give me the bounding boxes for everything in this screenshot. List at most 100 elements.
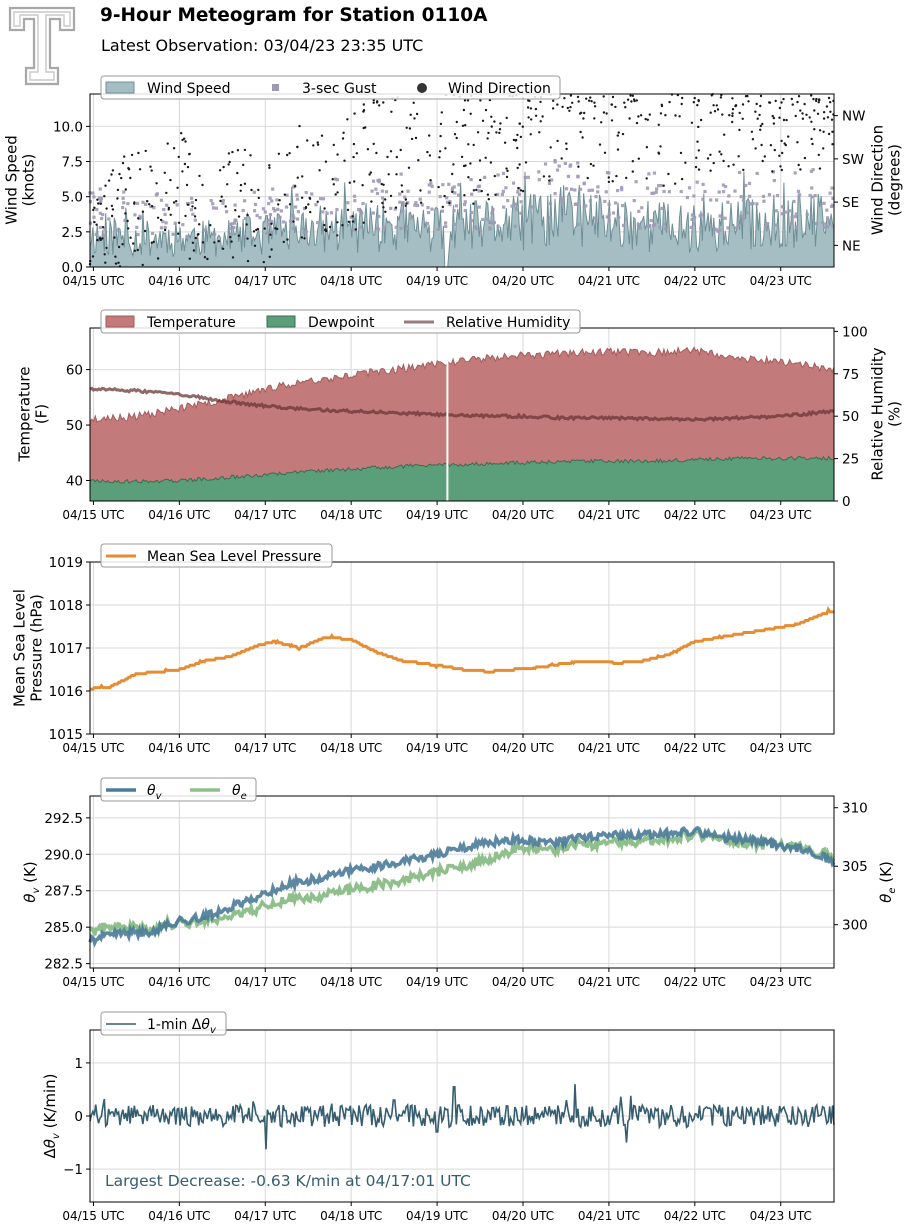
wind-direction-marker xyxy=(286,238,289,241)
legend-frame xyxy=(100,1011,227,1036)
y-tick-label: −1 xyxy=(63,1162,83,1178)
wind-direction-marker xyxy=(343,159,346,162)
wind-direction-marker xyxy=(101,226,105,229)
wind-direction-marker xyxy=(782,118,786,122)
gust-marker xyxy=(755,171,759,176)
gust-marker xyxy=(349,215,353,219)
delta-theta-axis-label: Δθv (K/min) xyxy=(41,1073,62,1158)
gust-marker xyxy=(573,188,577,192)
wind-direction-marker xyxy=(288,152,291,155)
wind-direction-marker xyxy=(645,146,649,149)
wind-direction-marker xyxy=(827,96,831,100)
wind-direction-marker xyxy=(165,191,168,195)
wind-direction-marker xyxy=(741,103,745,106)
x-tick-label: 04/21 UTC xyxy=(578,274,640,288)
gust-marker xyxy=(316,221,320,225)
legend-frame xyxy=(100,543,333,568)
wind-direction-marker xyxy=(494,193,497,196)
wind-direction-marker xyxy=(521,125,524,128)
wind-direction-marker xyxy=(779,165,782,168)
wind-direction-marker xyxy=(242,163,245,167)
wind-direction-marker xyxy=(727,165,730,168)
wind-direction-marker xyxy=(489,161,493,164)
wind-direction-marker xyxy=(399,148,402,152)
wind-direction-marker xyxy=(692,101,695,104)
gust-marker xyxy=(175,203,179,207)
legend-label: Dewpoint xyxy=(308,315,375,331)
theta-v-axis-label: θv (K) xyxy=(21,861,42,902)
wind-direction-marker xyxy=(428,154,432,157)
wind-direction-marker xyxy=(516,133,519,137)
gust-marker xyxy=(374,187,378,191)
gust-marker xyxy=(504,186,508,190)
gust-marker xyxy=(797,193,802,197)
wind-direction-marker xyxy=(419,189,422,192)
wind-direction-marker xyxy=(443,194,446,198)
y-tick-label: 1016 xyxy=(49,684,83,700)
x-tick-label: 04/15 UTC xyxy=(62,975,124,989)
wind-direction-marker xyxy=(769,144,773,147)
wind-direction-marker xyxy=(780,168,783,172)
gust-marker xyxy=(133,213,137,217)
gust-marker xyxy=(831,203,835,207)
gust-marker xyxy=(190,200,194,205)
gust-marker xyxy=(514,207,518,212)
wind-direction-marker xyxy=(772,122,776,125)
wind-direction-marker xyxy=(351,220,355,223)
wind-direction-marker xyxy=(239,183,243,187)
gust-marker xyxy=(453,222,457,226)
wind-direction-marker xyxy=(538,131,541,134)
wind-direction-marker xyxy=(759,124,762,128)
gust-marker xyxy=(470,192,474,196)
wind-direction-marker xyxy=(565,142,568,145)
wind-direction-marker xyxy=(621,132,625,136)
wind-direction-marker xyxy=(156,257,160,260)
wind-direction-marker xyxy=(103,195,106,198)
gust-marker xyxy=(452,208,456,213)
wind-direction-marker xyxy=(362,103,365,106)
x-tick-label: 04/19 UTC xyxy=(406,975,468,989)
gust-marker xyxy=(450,188,454,192)
wind-direction-marker xyxy=(534,107,538,111)
gust-marker xyxy=(101,233,106,238)
thermo-legend: Temperature Dewpoint Relative Humidity xyxy=(100,309,581,334)
wind-direction-marker xyxy=(324,160,328,163)
wind-direction-marker xyxy=(593,101,596,104)
gust-marker xyxy=(185,234,189,238)
wind-direction-marker xyxy=(505,175,509,179)
gust-marker xyxy=(560,197,564,201)
gust-marker xyxy=(659,183,663,188)
wind-direction-marker xyxy=(772,116,776,120)
wind-direction-marker xyxy=(721,113,724,116)
gust-marker xyxy=(607,212,611,216)
wind-direction-marker xyxy=(188,257,191,260)
right-y-tick-label: 310 xyxy=(842,801,868,817)
gust-marker xyxy=(692,216,697,220)
dewpoint-line xyxy=(89,455,835,484)
gust-marker xyxy=(557,164,561,168)
wind-direction-marker xyxy=(541,115,544,118)
gust-marker xyxy=(715,198,719,202)
wind-direction-marker xyxy=(611,95,615,99)
wind-direction-marker xyxy=(234,209,237,212)
wind-direction-marker xyxy=(120,176,123,180)
right-y-tick-label: 25 xyxy=(842,452,859,468)
gust-marker xyxy=(393,207,397,211)
wind-direction-marker xyxy=(801,112,804,115)
wind-direction-marker xyxy=(668,100,671,104)
wind-direction-marker xyxy=(275,227,279,231)
right-y-tick-label: SE xyxy=(842,195,859,211)
gust-marker xyxy=(233,218,237,222)
wind-direction-marker xyxy=(616,134,619,137)
y-tick-label: 290.0 xyxy=(44,847,83,863)
gust-marker xyxy=(150,231,155,236)
wind-direction-marker xyxy=(822,117,826,120)
gust-marker xyxy=(811,168,815,172)
right-y-tick-label: 100 xyxy=(842,324,868,340)
wind-direction-marker xyxy=(218,169,222,172)
gust-marker xyxy=(375,226,379,231)
gust-marker xyxy=(814,221,819,226)
x-tick-label: 04/20 UTC xyxy=(492,741,554,755)
wind-direction-marker xyxy=(696,140,699,143)
wind-direction-marker xyxy=(696,104,699,107)
